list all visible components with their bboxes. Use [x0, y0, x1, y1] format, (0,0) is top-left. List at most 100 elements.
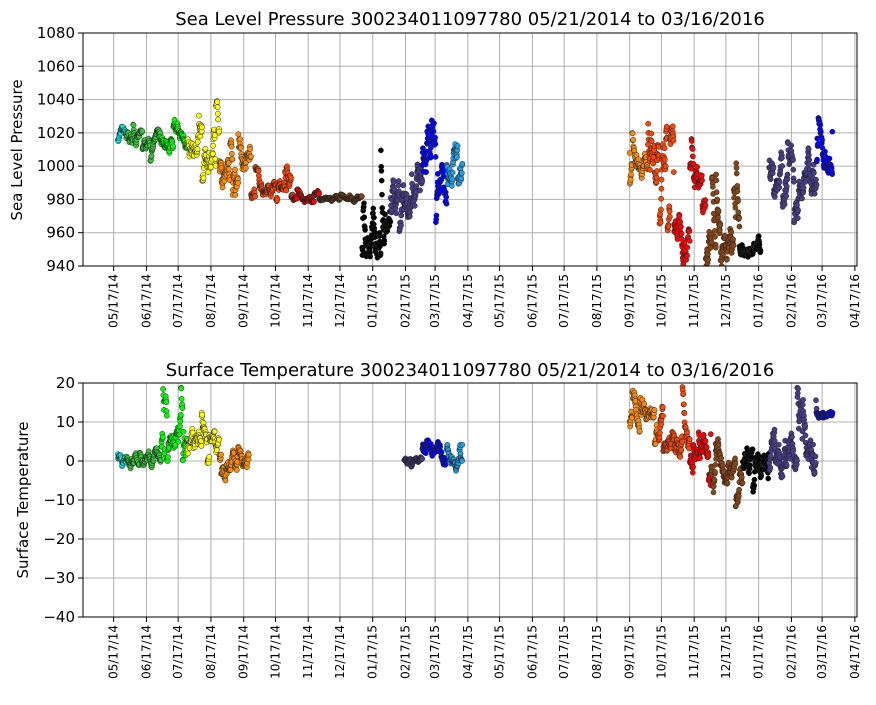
x-tick-label: 03/17/15 — [428, 625, 442, 679]
x-tick-label: 01/17/16 — [752, 625, 766, 679]
data-point — [738, 474, 745, 480]
data-point — [178, 395, 185, 402]
data-point — [216, 436, 222, 443]
data-point — [194, 139, 201, 145]
y-axis-label: Surface Temperature — [14, 422, 32, 579]
x-tick-label: 08/17/14 — [204, 274, 218, 328]
x-tick-label: 02/17/16 — [784, 625, 798, 679]
data-point — [728, 474, 735, 481]
data-point — [718, 455, 724, 462]
data-point — [686, 436, 693, 442]
data-point — [689, 153, 696, 160]
data-point — [710, 489, 717, 496]
data-point — [628, 408, 635, 415]
x-tick-label: 11/17/14 — [301, 274, 315, 328]
data-point — [789, 434, 795, 440]
data-point — [713, 177, 720, 184]
data-point — [381, 237, 388, 244]
data-point — [255, 167, 262, 174]
data-point — [732, 204, 739, 211]
data-point — [795, 385, 801, 392]
data-points — [115, 98, 836, 266]
data-point — [776, 184, 783, 191]
data-point — [641, 400, 648, 407]
data-point — [663, 123, 670, 130]
data-point — [139, 128, 146, 134]
data-point — [736, 223, 743, 230]
data-point — [712, 244, 719, 251]
data-point — [654, 168, 660, 174]
data-point — [233, 467, 240, 473]
data-point — [686, 228, 693, 234]
x-tick-label: 08/17/15 — [590, 625, 604, 679]
x-tick-label: 09/17/14 — [237, 274, 251, 328]
data-point — [194, 146, 201, 153]
data-point — [215, 116, 221, 123]
data-point — [703, 444, 710, 450]
grid — [83, 382, 857, 618]
data-point — [648, 130, 655, 137]
data-point — [775, 441, 782, 448]
data-point — [790, 178, 797, 185]
data-point — [712, 469, 718, 475]
data-point — [712, 462, 719, 468]
data-point — [779, 163, 786, 169]
data-point — [242, 165, 249, 172]
data-point — [658, 176, 665, 183]
data-point — [665, 223, 672, 230]
data-point — [645, 120, 652, 127]
data-point — [371, 214, 377, 221]
x-tick-label: 04/17/15 — [461, 625, 475, 679]
x-tick-label: 06/17/15 — [525, 625, 539, 679]
data-point — [311, 198, 317, 205]
data-point — [813, 397, 819, 404]
data-point — [288, 174, 294, 181]
data-point — [684, 244, 691, 251]
data-point — [712, 233, 718, 240]
data-point — [198, 443, 205, 449]
data-point — [237, 145, 244, 151]
data-point — [794, 457, 800, 464]
plot-frame — [82, 382, 858, 618]
data-point — [829, 171, 836, 177]
data-point — [432, 134, 438, 141]
sea-level-pressure-chart: Sea Level Pressure 300234011097780 05/21… — [8, 9, 862, 328]
x-tick-label: 12/17/14 — [333, 274, 347, 328]
y-tick-label: 1040 — [37, 91, 75, 109]
y-tick-label: 10 — [56, 413, 75, 431]
data-point — [627, 176, 634, 183]
data-point — [684, 253, 690, 259]
data-point — [806, 152, 812, 158]
data-point — [378, 147, 384, 154]
data-point — [710, 483, 717, 490]
data-point — [767, 464, 774, 471]
data-point — [163, 399, 170, 405]
data-point — [788, 142, 795, 149]
x-tick-label: 07/17/14 — [171, 625, 185, 679]
data-point — [214, 110, 221, 117]
data-point — [225, 160, 232, 166]
x-tick-label: 04/17/15 — [461, 274, 475, 328]
data-point — [417, 187, 423, 194]
data-point — [228, 150, 235, 157]
data-point — [705, 452, 712, 459]
data-point — [711, 476, 718, 483]
data-point — [398, 212, 405, 219]
data-point — [408, 171, 415, 178]
data-point — [698, 172, 705, 179]
data-point — [660, 413, 666, 419]
data-point — [362, 227, 368, 233]
data-point — [432, 141, 439, 147]
plot-frame — [82, 32, 858, 267]
data-point — [219, 184, 226, 191]
data-point — [666, 203, 673, 210]
data-point — [690, 161, 697, 167]
data-point — [650, 160, 657, 167]
chart-title: Surface Temperature 300234011097780 05/2… — [166, 360, 775, 381]
data-point — [678, 236, 685, 242]
data-point — [651, 407, 658, 413]
data-point — [274, 196, 281, 203]
data-point — [757, 247, 764, 254]
data-point — [794, 202, 800, 208]
x-tick-label: 03/17/15 — [428, 274, 442, 328]
